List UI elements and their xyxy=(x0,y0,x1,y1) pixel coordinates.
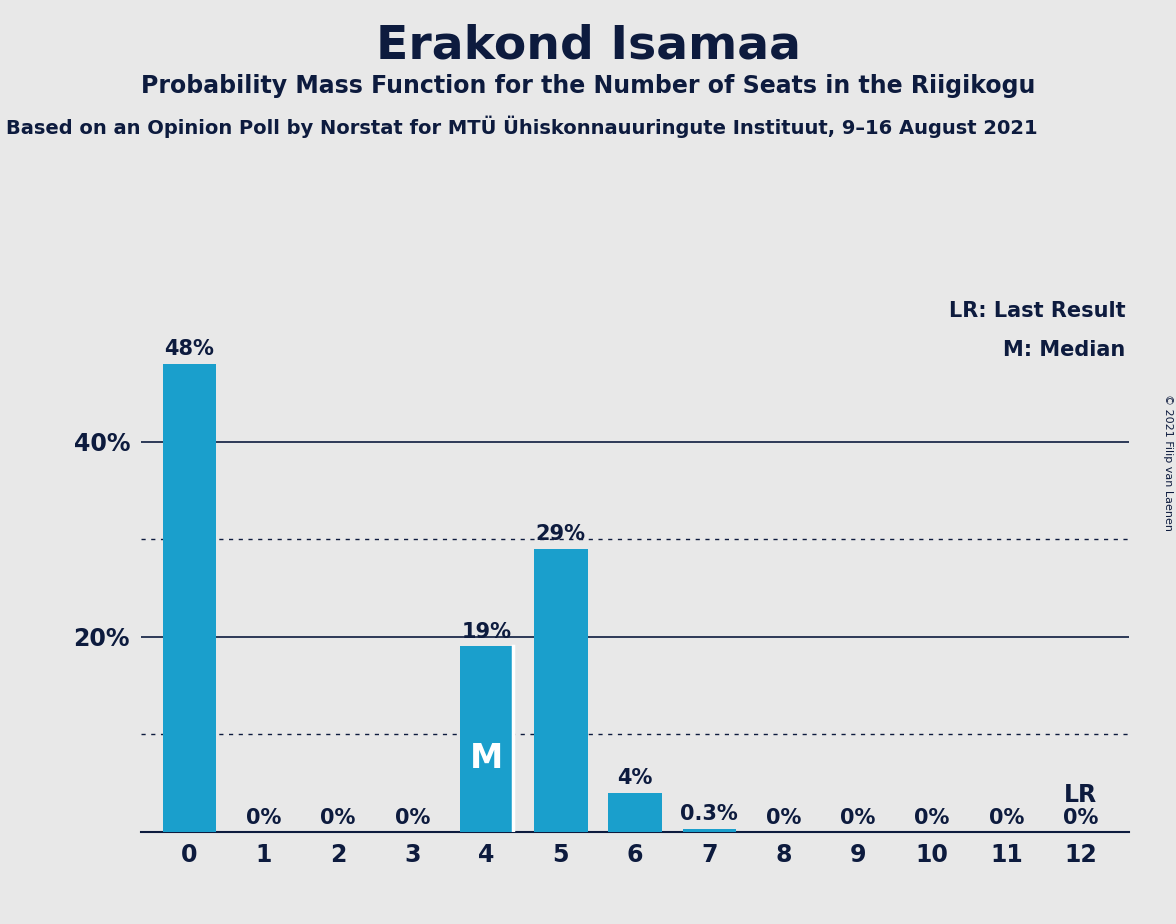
Text: Erakond Isamaa: Erakond Isamaa xyxy=(375,23,801,68)
Text: 19%: 19% xyxy=(461,622,512,641)
Text: 0%: 0% xyxy=(394,808,430,828)
Text: 29%: 29% xyxy=(536,524,586,544)
Bar xyxy=(162,364,216,832)
Text: M: Median: M: Median xyxy=(1003,339,1125,359)
Text: 0.3%: 0.3% xyxy=(681,804,739,824)
Text: Based on an Opinion Poll by Norstat for MTÜ Ühiskonnauuringute Instituut, 9–16 A: Based on an Opinion Poll by Norstat for … xyxy=(6,116,1037,138)
Text: 0%: 0% xyxy=(915,808,950,828)
Text: Probability Mass Function for the Number of Seats in the Riigikogu: Probability Mass Function for the Number… xyxy=(141,74,1035,98)
Bar xyxy=(460,647,513,832)
Text: 0%: 0% xyxy=(840,808,876,828)
Text: 4%: 4% xyxy=(617,768,653,788)
Text: 0%: 0% xyxy=(320,808,355,828)
Text: 0%: 0% xyxy=(766,808,801,828)
Text: 0%: 0% xyxy=(989,808,1024,828)
Text: M: M xyxy=(470,742,503,775)
Text: LR: LR xyxy=(1064,783,1097,807)
Bar xyxy=(682,829,736,832)
Text: 0%: 0% xyxy=(1063,808,1098,828)
Bar xyxy=(534,549,588,832)
Text: 48%: 48% xyxy=(165,339,214,359)
Text: © 2021 Filip van Laenen: © 2021 Filip van Laenen xyxy=(1163,394,1172,530)
Text: 0%: 0% xyxy=(246,808,281,828)
Bar xyxy=(608,793,662,832)
Text: LR: Last Result: LR: Last Result xyxy=(949,300,1125,321)
